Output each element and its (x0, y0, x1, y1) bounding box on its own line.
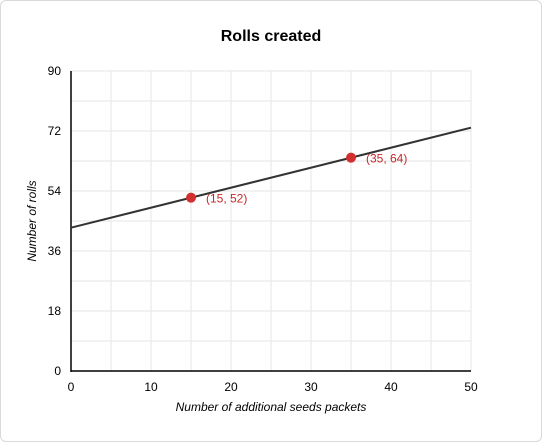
x-tick-label: 30 (304, 380, 318, 394)
data-point (186, 192, 196, 203)
tick-labels: 0 10 20 30 40 50 0 18 36 54 72 90 (48, 64, 478, 394)
x-tick-label: 50 (464, 380, 478, 394)
series-line (70, 126, 472, 229)
y-tick-label: 72 (48, 124, 62, 138)
grid (71, 70, 472, 371)
data-point-label: (35, 64) (366, 152, 407, 166)
y-tick-label: 54 (48, 184, 62, 198)
x-tick-label: 40 (384, 380, 398, 394)
y-axis-label: Number of rolls (25, 180, 39, 261)
data-point-label: (15, 52) (206, 192, 247, 206)
y-tick-label: 0 (54, 364, 61, 378)
series: (15, 52) (35, 64) (70, 126, 472, 229)
x-tick-label: 20 (224, 380, 238, 394)
x-tick-label: 10 (144, 380, 158, 394)
y-tick-label: 36 (48, 244, 62, 258)
x-tick-label: 0 (68, 380, 75, 394)
data-point (346, 152, 356, 163)
x-axis-label: Number of additional seeds packets (176, 400, 367, 414)
axes (70, 71, 471, 372)
chart-title: Rolls created (221, 28, 321, 45)
y-tick-label: 90 (48, 64, 62, 78)
y-tick-label: 18 (48, 304, 62, 318)
